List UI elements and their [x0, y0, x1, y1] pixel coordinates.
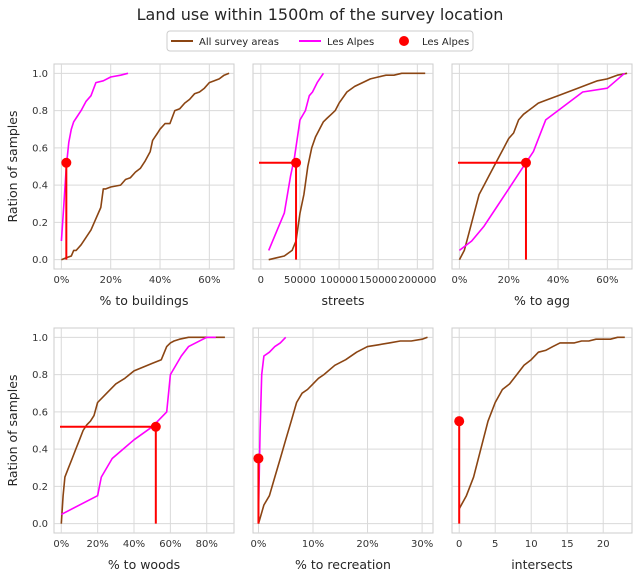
plot-area — [451, 63, 633, 270]
series-line-all-survey-areas — [257, 336, 428, 524]
subplot-5: 0% 10% 20% 30% % to recreation — [251, 327, 434, 572]
x-tick-label: 0% — [53, 275, 69, 286]
plot-area — [252, 63, 434, 270]
series-line-all-survey-areas — [60, 336, 225, 524]
series-line-all-survey-areas — [268, 72, 426, 261]
y-tick-label: 0.2 — [32, 218, 48, 229]
y-tick-label: 0.0 — [32, 255, 48, 266]
x-axis-label: % to agg — [514, 293, 570, 308]
x-tick-label: 80% — [196, 539, 218, 550]
x-axis-label: intersects — [511, 557, 573, 572]
x-axis-label: % to woods — [108, 557, 180, 572]
y-tick-label: 0.2 — [32, 482, 48, 493]
y-tick-label: 1.0 — [32, 69, 48, 80]
legend: All survey areas Les Alpes Les Alpes — [166, 30, 474, 52]
x-tick-label: 40% — [547, 275, 569, 286]
y-tick-label: 1.0 — [32, 333, 48, 344]
plot-area — [53, 63, 235, 270]
x-tick-label: 10 — [525, 539, 538, 550]
x-tick-label: 20 — [597, 539, 610, 550]
legend-label-all-survey-areas: All survey areas — [199, 37, 279, 48]
series-line-all-survey-areas — [61, 72, 230, 261]
y-tick-label: 0.8 — [32, 106, 48, 117]
subplot-grid: 0% 20% 40% 60% 0.0 0.2 0.4 0.6 0.8 1.0 % to buildi… — [5, 63, 633, 572]
x-tick-label: 0% — [53, 539, 69, 550]
x-tick-label: 0 — [258, 275, 264, 286]
x-tick-label: 0% — [251, 539, 267, 550]
marker-point — [150, 421, 161, 432]
y-axis-label: Ration of samples — [5, 375, 20, 487]
x-tick-label: 100000 — [320, 275, 358, 286]
x-tick-label: 30% — [411, 539, 433, 550]
plot-area — [252, 327, 434, 534]
x-tick-label: 150000 — [359, 275, 397, 286]
x-tick-label: 60% — [159, 539, 181, 550]
series-line-les-alpes — [257, 336, 287, 515]
x-tick-label: 60% — [198, 275, 220, 286]
y-tick-label: 0.6 — [32, 407, 48, 418]
x-tick-label: 20% — [356, 539, 378, 550]
x-tick-label: 0 — [456, 539, 462, 550]
x-tick-label: 60% — [596, 275, 618, 286]
x-tick-label: 5 — [492, 539, 498, 550]
x-tick-label: 20% — [100, 275, 122, 286]
series-line-les-alpes — [267, 72, 325, 251]
y-tick-label: 0.6 — [32, 143, 48, 154]
marker-point — [520, 157, 531, 168]
x-tick-label: 15 — [561, 539, 574, 550]
series-line-les-alpes — [60, 336, 216, 516]
x-axis-label: % to recreation — [295, 557, 391, 572]
marker-point — [61, 157, 72, 168]
plot-area — [451, 327, 633, 534]
x-tick-label: 20% — [87, 539, 109, 550]
y-tick-label: 0.4 — [32, 181, 48, 192]
x-tick-label: 200000 — [398, 275, 436, 286]
x-tick-label: 20% — [498, 275, 520, 286]
marker-point — [454, 416, 465, 427]
marker-point — [291, 157, 302, 168]
subplot-4: 0% 20% 40% 60% 80% 0.0 0.2 0.4 0.6 0.8 1.0 % to woo… — [5, 327, 235, 572]
subplot-3: 0% 20% 40% 60% % to agg — [451, 63, 633, 308]
legend-label-les-alpes-line: Les Alpes — [327, 37, 374, 48]
legend-marker-les-alpes — [399, 36, 409, 46]
figure-title: Land use within 1500m of the survey loca… — [137, 5, 504, 24]
x-tick-label: 40% — [149, 275, 171, 286]
y-tick-label: 0.8 — [32, 370, 48, 381]
x-tick-label: 40% — [123, 539, 145, 550]
subplot-2: 0 50000 100000 150000 200000 streets — [252, 63, 436, 308]
x-tick-label: 0% — [451, 275, 467, 286]
subplot-1: 0% 20% 40% 60% 0.0 0.2 0.4 0.6 0.8 1.0 % to buildi… — [5, 63, 235, 308]
y-axis-label: Ration of samples — [5, 111, 20, 223]
series-line-all-survey-areas — [458, 336, 625, 510]
x-tick-label: 10% — [302, 539, 324, 550]
y-tick-label: 0.0 — [32, 519, 48, 530]
x-axis-label: streets — [321, 293, 364, 308]
x-axis-label: % to buildings — [100, 293, 189, 308]
series-line-all-survey-areas — [458, 72, 628, 261]
subplot-6: 0 5 10 15 20 intersects — [451, 327, 633, 572]
x-tick-label: 50000 — [284, 275, 316, 286]
marker-point — [253, 453, 264, 464]
y-tick-label: 0.4 — [32, 445, 48, 456]
legend-label-les-alpes-marker: Les Alpes — [422, 37, 469, 48]
